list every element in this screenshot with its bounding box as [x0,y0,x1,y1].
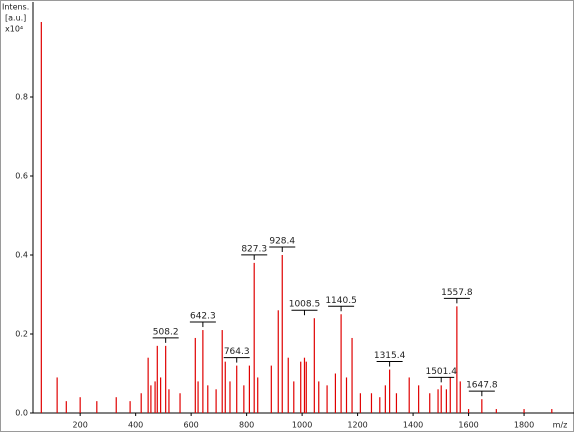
y-tick-label: 0.0 [15,409,28,418]
annotation-label: 1501.4 [425,367,457,377]
y-label-line: x10⁴ [5,25,23,34]
annotation-label: 827.3 [241,244,267,254]
y-tick-label: 0.8 [15,93,28,102]
y-tick-label: 0.6 [15,172,28,181]
y-tick-label: 0.4 [15,251,28,260]
annotation-label: 508.2 [153,327,179,337]
annotation-label: 642.3 [190,312,216,322]
annotation-label: 1008.5 [289,300,321,310]
annotation-label: 764.3 [224,347,250,357]
annotation-label: 1647.8 [466,381,498,391]
annotation-label: 1557.8 [441,288,473,298]
x-tick-label: 600 [183,421,198,430]
x-axis-label: m/z [553,421,568,430]
annotation-label: 1315.4 [374,351,406,361]
x-tick-label: 400 [128,421,143,430]
y-tick-label: 0.2 [15,330,28,339]
x-tick-label: 800 [239,421,254,430]
x-tick-label: 1800 [514,421,534,430]
x-tick-label: 200 [73,421,88,430]
annotation-label: 1140.5 [325,296,357,306]
x-tick-label: 1600 [458,421,478,430]
x-tick-label: 1400 [403,421,423,430]
y-label-line: [a.u.] [5,14,26,23]
y-label-line: Intens. [2,3,29,12]
annotation-label: 928.4 [269,237,295,247]
x-tick-label: 1000 [292,421,312,430]
x-tick-label: 1200 [347,421,367,430]
